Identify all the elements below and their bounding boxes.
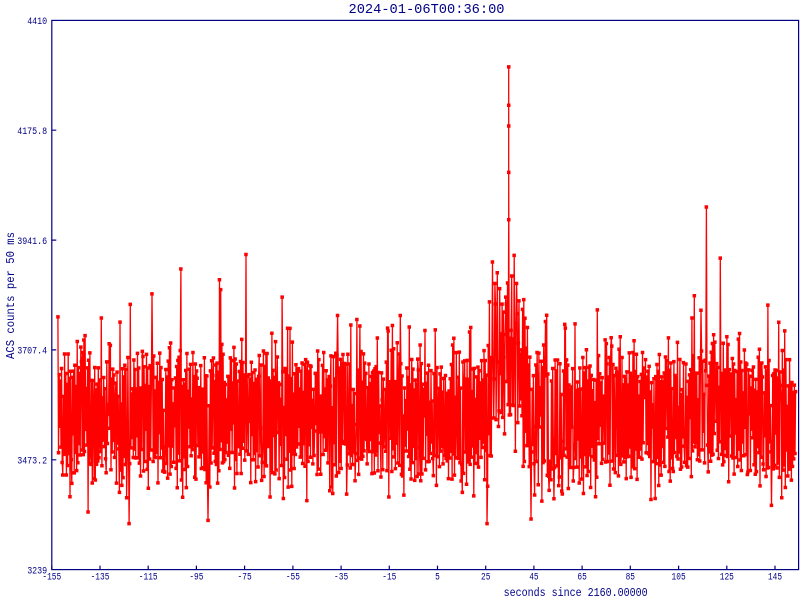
svg-text:-55: -55 — [286, 572, 300, 583]
svg-text:3239: 3239 — [27, 566, 47, 577]
svg-text:145: 145 — [768, 572, 782, 583]
svg-text:4410: 4410 — [27, 17, 47, 28]
svg-text:2024-01-06T00:36:00: 2024-01-06T00:36:00 — [349, 3, 505, 18]
svg-text:45: 45 — [529, 572, 538, 583]
svg-text:65: 65 — [577, 572, 586, 583]
svg-text:-15: -15 — [382, 572, 396, 583]
svg-text:105: 105 — [672, 572, 686, 583]
svg-text:85: 85 — [626, 572, 635, 583]
svg-text:5: 5 — [435, 572, 440, 583]
svg-text:25: 25 — [481, 572, 490, 583]
svg-text:3473.2: 3473.2 — [17, 457, 47, 468]
svg-text:-75: -75 — [238, 572, 252, 583]
svg-text:-95: -95 — [189, 572, 203, 583]
svg-text:seconds since 2160.00000: seconds since 2160.00000 — [504, 586, 648, 600]
svg-text:ACS counts per 50 ms: ACS counts per 50 ms — [4, 232, 18, 359]
svg-text:-155: -155 — [42, 572, 61, 583]
svg-text:3941.6: 3941.6 — [17, 237, 47, 248]
svg-text:3707.4: 3707.4 — [17, 347, 47, 358]
svg-text:-35: -35 — [334, 572, 348, 583]
svg-text:4175.8: 4175.8 — [17, 127, 47, 138]
svg-text:-115: -115 — [139, 572, 158, 583]
svg-text:125: 125 — [720, 572, 734, 583]
svg-text:-135: -135 — [91, 572, 110, 583]
